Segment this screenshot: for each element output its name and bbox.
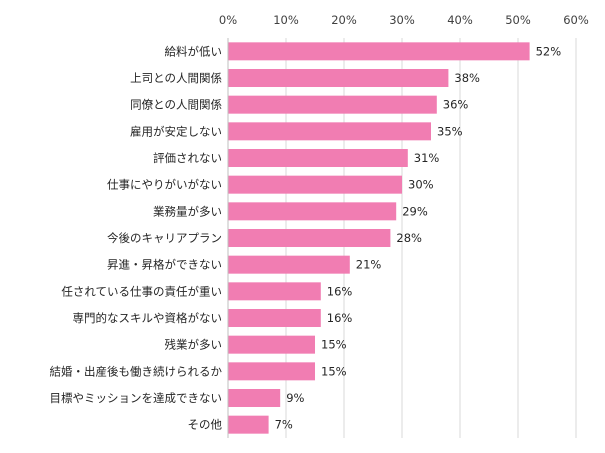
bar <box>228 122 431 141</box>
category-label: 結婚・出産後も働き続けられるか <box>50 364 223 378</box>
bar <box>228 229 391 247</box>
category-label: 昇進・昇格ができない <box>107 258 222 272</box>
bars <box>228 42 530 434</box>
data-label: 38% <box>454 71 480 85</box>
category-label: 上司との人間関係 <box>130 71 222 85</box>
x-tick-label: 60% <box>563 13 589 27</box>
category-label: 専門的なスキルや資格がない <box>73 311 223 325</box>
category-label: 残業が多い <box>165 338 223 352</box>
category-label: 今後のキャリアプラン <box>107 231 222 245</box>
data-label: 36% <box>443 98 469 112</box>
data-label: 52% <box>536 44 562 58</box>
bar <box>228 42 530 61</box>
data-label: 15% <box>321 364 347 378</box>
x-tick-label: 0% <box>219 13 237 27</box>
data-label: 30% <box>408 178 434 192</box>
category-label: 業務量が多い <box>153 204 222 218</box>
data-label: 21% <box>356 258 382 272</box>
x-axis-ticks: 0% 10% 20% 30% 40% 50% 60% <box>219 13 589 27</box>
bar <box>228 95 437 114</box>
category-label: 給料が低い <box>165 44 223 58</box>
category-labels: 給料が低い上司との人間関係同僚との人間関係雇用が安定しない評価されない仕事にやり… <box>50 44 223 431</box>
data-label: 35% <box>437 124 463 138</box>
bar <box>228 415 269 434</box>
data-label: 7% <box>275 418 293 432</box>
data-label: 28% <box>396 231 422 245</box>
category-label: 目標やミッションを達成できない <box>50 391 223 405</box>
bar <box>228 389 281 407</box>
x-tick-label: 10% <box>273 13 299 27</box>
bar <box>228 202 397 221</box>
bar <box>228 255 350 274</box>
x-tick-label: 40% <box>447 13 473 27</box>
value-labels: 52%38%36%35%31%30%29%28%21%16%16%15%15%9… <box>275 44 562 431</box>
x-tick-label: 20% <box>331 13 357 27</box>
category-label: 任されている仕事の責任が重い <box>61 284 222 298</box>
category-label: その他 <box>188 418 223 432</box>
data-label: 31% <box>414 151 440 165</box>
category-label: 仕事にやりがいがない <box>107 178 222 192</box>
bar <box>228 362 315 381</box>
bar <box>228 175 402 194</box>
bar <box>228 282 321 301</box>
category-label: 同僚との人間関係 <box>130 98 222 112</box>
bar <box>228 309 321 327</box>
data-label: 15% <box>321 338 347 352</box>
data-label: 9% <box>286 391 304 405</box>
x-tick-label: 50% <box>505 13 531 27</box>
category-label: 雇用が安定しない <box>130 124 222 138</box>
bar <box>228 69 449 87</box>
data-label: 29% <box>402 204 428 218</box>
data-label: 16% <box>327 311 353 325</box>
data-label: 16% <box>327 284 353 298</box>
bar <box>228 149 408 167</box>
category-label: 評価されない <box>153 151 222 165</box>
x-tick-label: 30% <box>389 13 415 27</box>
bar <box>228 335 315 354</box>
